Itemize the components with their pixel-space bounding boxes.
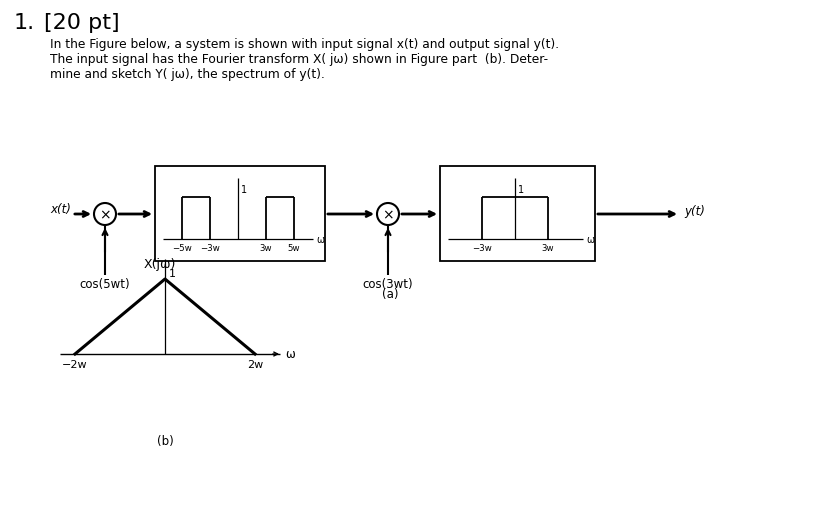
Text: 1: 1: [241, 185, 247, 194]
Text: ω: ω: [586, 235, 594, 244]
Text: In the Figure below, a system is shown with input signal x(t) and output signal : In the Figure below, a system is shown w…: [50, 38, 559, 51]
Text: cos(3wt): cos(3wt): [363, 277, 414, 291]
Text: 1: 1: [169, 268, 176, 278]
Text: (a): (a): [382, 288, 399, 300]
Text: y(t): y(t): [684, 204, 705, 217]
Text: 3w: 3w: [260, 243, 272, 252]
Text: x(t): x(t): [50, 203, 71, 216]
Text: 3w: 3w: [542, 243, 554, 252]
Text: cos(5wt): cos(5wt): [79, 277, 131, 291]
Bar: [155, 166, 325, 262]
Text: (b): (b): [156, 434, 174, 447]
Text: ω: ω: [316, 235, 324, 244]
Text: −2w: −2w: [62, 359, 88, 369]
Text: 1: 1: [518, 185, 524, 194]
Text: mine and sketch Y( jω), the spectrum of y(t).: mine and sketch Y( jω), the spectrum of …: [50, 68, 325, 81]
Text: 1.: 1.: [14, 13, 35, 33]
Text: −3w: −3w: [472, 243, 492, 252]
Text: X(jω): X(jω): [144, 258, 176, 270]
Text: ω: ω: [285, 348, 294, 361]
Text: −3w: −3w: [200, 243, 220, 252]
Text: [20 pt]: [20 pt]: [44, 13, 120, 33]
Text: ×: ×: [382, 208, 394, 221]
Text: −5w: −5w: [172, 243, 192, 252]
Text: The input signal has the Fourier transform X( jω) shown in Figure part  (b). Det: The input signal has the Fourier transfo…: [50, 53, 548, 66]
Text: 5w: 5w: [288, 243, 300, 252]
Text: ×: ×: [99, 208, 111, 221]
Text: 2w: 2w: [247, 359, 263, 369]
Bar: [440, 166, 595, 262]
